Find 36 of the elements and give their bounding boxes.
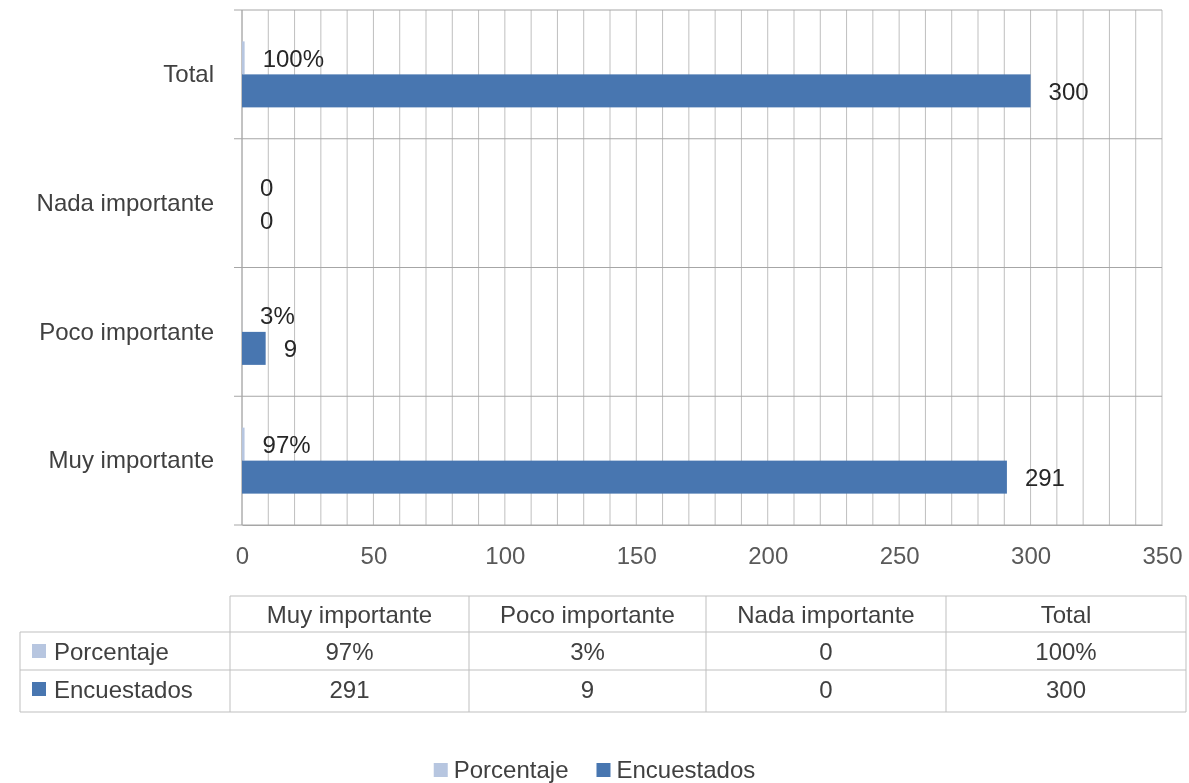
category-label: Total xyxy=(1040,601,1092,628)
text: 0 xyxy=(819,638,833,665)
data-label: 100% xyxy=(262,44,325,72)
x-tick-label: 300 xyxy=(1011,542,1052,570)
y-tick-label: Muy importante xyxy=(48,446,214,474)
data-label: 300 xyxy=(1048,77,1089,105)
x-tick-label: 150 xyxy=(616,542,657,570)
x-tick-label: 100 xyxy=(485,542,526,570)
x-tick-label: 50 xyxy=(360,542,388,570)
text: Encuestados xyxy=(616,756,756,783)
category-label: Nada importante xyxy=(737,601,915,628)
data-label: 0 xyxy=(260,206,274,234)
text: 100% xyxy=(1035,638,1097,665)
data-label: 0 xyxy=(260,173,274,201)
text: 300 xyxy=(1045,676,1087,703)
data-label: 97% xyxy=(262,431,311,459)
text: Porcentaje xyxy=(453,756,569,783)
data-label: 291 xyxy=(1024,464,1065,492)
text: 3% xyxy=(570,638,605,665)
category-label: Poco importante xyxy=(500,601,675,628)
text: 291 xyxy=(329,676,370,703)
y-tick-label: Nada importante xyxy=(36,188,214,216)
legend-label: Encuestados xyxy=(54,676,193,703)
y-tick-label: Poco importante xyxy=(39,317,214,345)
x-tick-label: 200 xyxy=(748,542,789,570)
legend-label: Porcentaje xyxy=(54,638,169,665)
text: 97% xyxy=(325,638,374,665)
y-tick-label: Total xyxy=(163,60,214,88)
x-tick-label: 0 xyxy=(235,542,250,570)
category-label: Muy importante xyxy=(266,601,433,628)
text: 0 xyxy=(819,676,833,703)
data-label: 3% xyxy=(260,302,295,330)
x-tick-label: 250 xyxy=(879,542,920,570)
data-label: 9 xyxy=(283,335,298,363)
text: 9 xyxy=(580,676,595,703)
x-tick-label: 350 xyxy=(1142,542,1183,570)
